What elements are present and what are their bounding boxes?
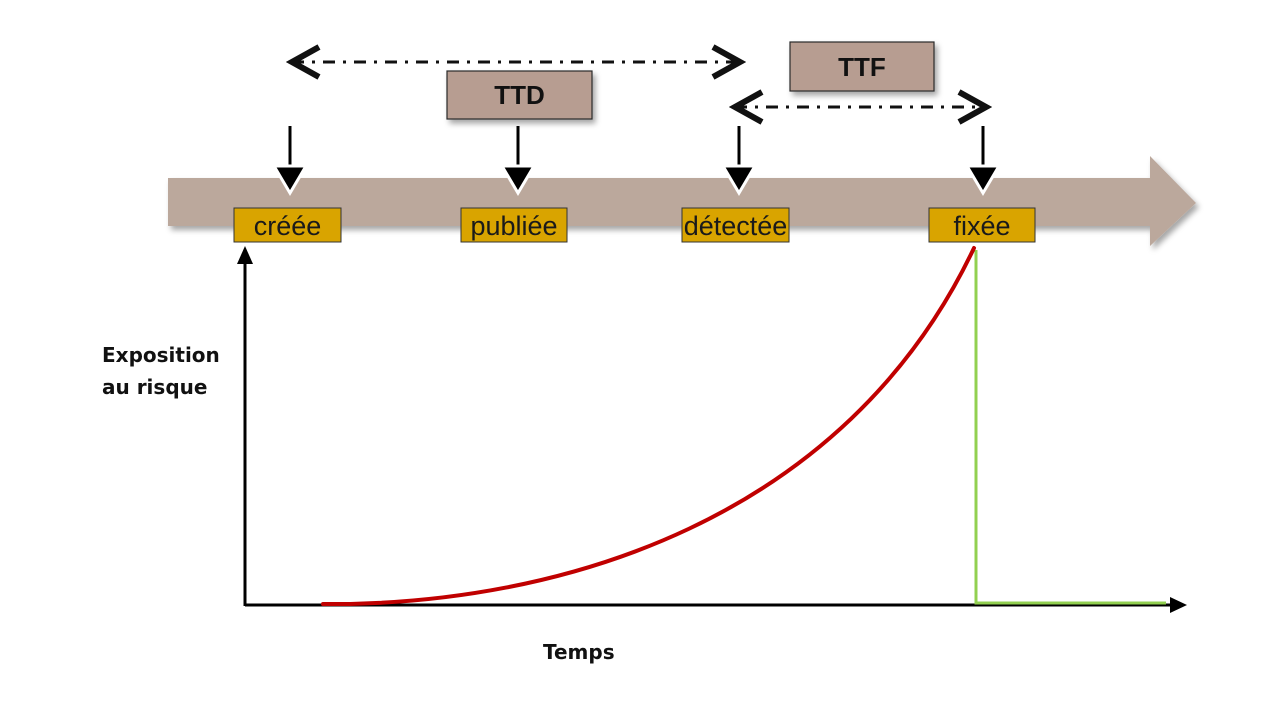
y-axis: [237, 246, 253, 606]
stage-label-detectee: détectée: [684, 211, 788, 241]
stage-box-fixee: [928, 207, 1036, 243]
ttd-label: TTD: [494, 80, 545, 110]
stage-label-creee: créée: [254, 211, 322, 241]
fixed-exposure-line: [974, 250, 1166, 605]
pointer-arrow-detectee: [720, 126, 758, 196]
stage-label-fixee: fixée: [953, 211, 1010, 241]
stage-box-creee: [233, 207, 342, 243]
y-axis-label-line2: au risque: [102, 375, 207, 399]
ttd-box: [446, 70, 593, 120]
stage-box-publiee: [460, 207, 568, 243]
pointer-arrow-fixee: [964, 126, 1002, 196]
exposure-curve: [321, 246, 976, 607]
pointer-arrow-creee: [271, 126, 309, 196]
pointer-arrow-publiee: [499, 126, 537, 196]
x-axis: [245, 597, 1187, 613]
ttf-box: [789, 41, 935, 92]
x-axis-label: Temps: [543, 640, 615, 664]
y-axis-label-line1: Exposition: [102, 343, 220, 367]
ttf-label: TTF: [838, 52, 886, 82]
stage-label-publiee: publiée: [470, 211, 557, 241]
stage-box-detectee: [681, 207, 790, 243]
